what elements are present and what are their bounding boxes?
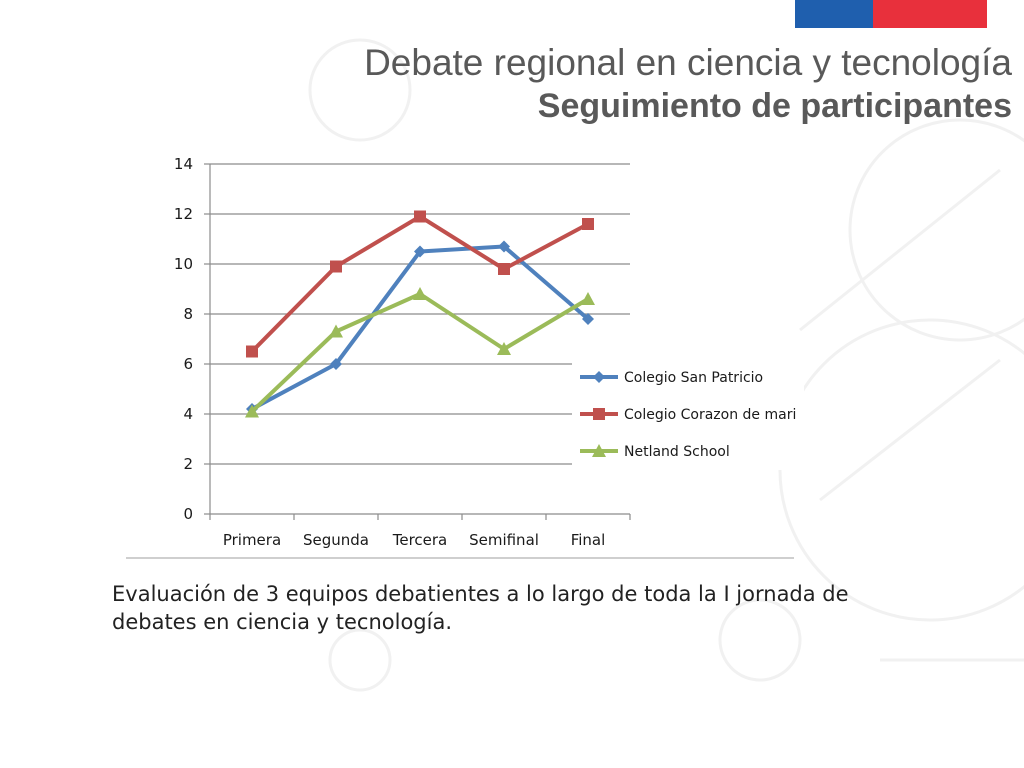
legend-entry: Colegio Corazon de mari	[580, 407, 796, 423]
y-tick-label: 2	[183, 455, 193, 473]
legend-swatch-marker	[593, 408, 605, 420]
x-tick-label: Semifinal	[469, 531, 539, 549]
data-point	[330, 358, 342, 370]
data-point	[497, 342, 511, 355]
data-point	[413, 287, 427, 300]
data-point	[582, 218, 594, 230]
legend-swatch-marker	[593, 371, 605, 383]
x-tick-label: Tercera	[392, 531, 448, 549]
data-point	[329, 324, 343, 338]
chart-series	[245, 210, 595, 418]
slide-title: Debate regional en ciencia y tecnología	[364, 42, 1012, 83]
chart-axes	[204, 163, 631, 520]
legend-label: Netland School	[624, 444, 730, 460]
x-tick-label: Segunda	[303, 531, 369, 549]
y-tick-label: 6	[183, 355, 193, 373]
data-point	[582, 313, 594, 325]
data-point	[498, 240, 510, 253]
y-tick-label: 0	[183, 505, 193, 523]
legend-label: Colegio Corazon de mari	[624, 407, 796, 423]
data-point	[498, 263, 510, 275]
y-tick-label: 8	[183, 305, 193, 323]
data-point	[330, 260, 342, 273]
data-point	[414, 210, 426, 223]
data-point	[581, 292, 595, 305]
x-tick-label: Final	[571, 531, 606, 549]
y-tick-label: 12	[174, 205, 193, 223]
chart-gridlines	[210, 163, 630, 465]
series-2	[246, 210, 594, 358]
series-3	[245, 287, 595, 418]
legend-entry: Netland School	[580, 444, 730, 460]
chart-legend: Colegio San Patricio Colegio Corazon de m…	[572, 358, 804, 470]
chart-caption: Evaluación de 3 equipos debatientes a lo…	[112, 582, 849, 634]
data-point	[245, 404, 259, 418]
flag-blue-stripe	[795, 0, 873, 28]
x-axis-ticks: Primera Segunda Tercera Semifinal Final	[223, 531, 605, 549]
series-line	[250, 292, 590, 413]
y-tick-label: 10	[174, 255, 193, 273]
y-tick-label: 14	[174, 155, 193, 173]
legend-label: Colegio San Patricio	[624, 370, 763, 386]
data-point	[414, 245, 426, 258]
y-tick-label: 4	[183, 405, 193, 423]
flag-red-stripe	[873, 0, 987, 28]
data-point	[246, 345, 258, 358]
slide-subtitle: Seguimiento de participantes	[537, 87, 1012, 125]
y-axis-ticks: 0 2 4 6 8 10 12 14	[174, 155, 193, 523]
x-tick-label: Primera	[223, 531, 281, 549]
line-chart: 0 2 4 6 8 10 12 14 Primera Segunda Tercera Semifin…	[126, 155, 804, 559]
legend-swatch-marker	[592, 444, 606, 457]
legend-entry: Colegio San Patricio	[580, 370, 763, 386]
